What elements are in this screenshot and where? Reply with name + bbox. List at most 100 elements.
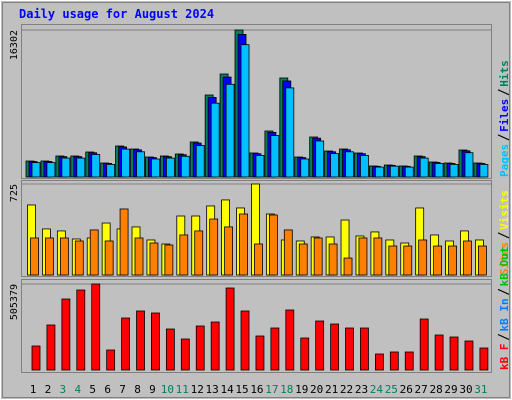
bar <box>240 44 250 178</box>
bar <box>61 157 71 178</box>
chart-title: Daily usage for August 2024 <box>19 7 214 21</box>
bar <box>449 163 459 178</box>
bar <box>404 351 414 371</box>
bar <box>463 240 472 276</box>
bar <box>389 165 399 178</box>
bar <box>89 229 99 276</box>
bar <box>239 213 248 276</box>
bar <box>300 337 310 371</box>
legend-separator <box>497 89 510 96</box>
bar <box>300 158 310 178</box>
bar <box>45 237 54 276</box>
x-tick-label: 19 <box>295 383 308 396</box>
bar <box>194 230 204 276</box>
bar <box>389 351 399 371</box>
bar <box>165 328 175 371</box>
bar <box>240 310 250 371</box>
bar <box>315 320 325 371</box>
bar <box>464 340 474 371</box>
bar <box>30 237 39 276</box>
legend-separator <box>497 134 510 141</box>
bar <box>388 245 398 276</box>
bar <box>151 158 160 178</box>
x-tick-label: 24 <box>370 383 384 396</box>
bar <box>195 145 205 178</box>
legend: kB F kB In kB Out <box>497 247 511 370</box>
bar <box>360 327 369 371</box>
bar <box>374 166 384 178</box>
bar <box>119 208 129 276</box>
bar <box>255 154 265 178</box>
x-tick-label: 15 <box>235 383 248 396</box>
x-tick-label: 28 <box>429 383 442 396</box>
bar <box>149 242 159 276</box>
bar <box>315 140 325 178</box>
y-tick-label: 505379 <box>9 284 20 320</box>
bar <box>31 162 41 178</box>
bar <box>121 317 130 371</box>
x-tick-label: 17 <box>265 383 278 396</box>
x-tick-label: 26 <box>400 383 413 396</box>
bar <box>209 218 219 276</box>
bar <box>434 334 444 371</box>
bar <box>134 237 144 276</box>
legend-entry: Visits <box>498 190 511 230</box>
bar <box>76 289 86 371</box>
bar <box>448 245 457 276</box>
bar <box>479 347 489 371</box>
bar <box>225 83 235 178</box>
bar <box>165 157 175 178</box>
bar <box>345 327 354 371</box>
bar <box>268 214 278 276</box>
bar <box>477 245 487 276</box>
x-tick-label: 16 <box>250 383 263 396</box>
bar <box>373 237 383 276</box>
legend-entry: Hits <box>498 60 511 87</box>
bar <box>403 245 413 276</box>
legend: Pages Files Hits <box>497 60 511 177</box>
bar <box>136 151 145 178</box>
bar <box>374 353 384 371</box>
bar <box>360 154 369 178</box>
x-tick-label: 22 <box>340 383 353 396</box>
bar <box>179 234 189 276</box>
legend-entry: Files <box>498 99 511 132</box>
x-tick-label: 29 <box>444 383 457 396</box>
bar <box>298 243 308 276</box>
bar <box>91 283 101 371</box>
x-tick-label: 12 <box>191 383 204 396</box>
x-tick-label: 2 <box>45 383 52 396</box>
bar <box>328 243 338 276</box>
bar <box>330 323 340 371</box>
bar <box>224 226 233 276</box>
x-tick-label: 18 <box>280 383 293 396</box>
bar <box>46 162 56 178</box>
bar <box>106 163 116 178</box>
bar <box>419 157 429 178</box>
bar <box>479 163 489 178</box>
x-tick-label: 14 <box>220 383 234 396</box>
y-tick-label: 16302 <box>9 30 20 60</box>
legend-entry: Sites <box>498 242 511 275</box>
bar <box>433 245 443 276</box>
bar <box>76 157 86 178</box>
legend-separator <box>497 288 510 295</box>
bar <box>136 310 145 371</box>
x-tick-label: 30 <box>459 383 472 396</box>
x-tick-label: 13 <box>206 383 219 396</box>
bar <box>330 153 340 178</box>
x-tick-label: 27 <box>415 383 428 396</box>
bar <box>121 148 130 178</box>
bar <box>285 309 295 371</box>
y-tick-label: 725 <box>9 184 20 202</box>
legend-entry: kB Out <box>498 247 511 287</box>
x-tick-label: 31 <box>474 383 487 396</box>
bar <box>180 338 190 371</box>
bar <box>104 240 114 276</box>
legend-separator <box>497 232 510 239</box>
bar <box>270 327 280 371</box>
x-tick-label: 1 <box>30 383 37 396</box>
bar <box>270 135 280 178</box>
